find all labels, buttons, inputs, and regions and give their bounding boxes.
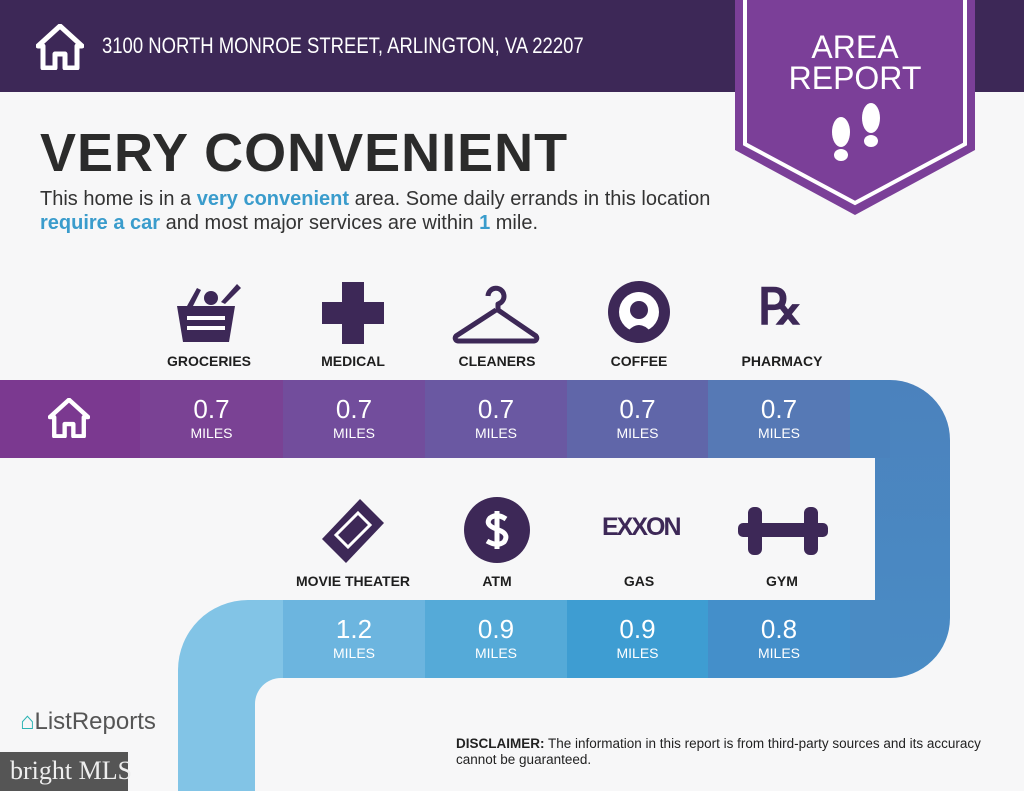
t: mile.	[490, 212, 539, 234]
value: 0.9	[477, 614, 515, 644]
distance-groceries: 0.7 MILES	[140, 380, 283, 458]
summary-text: This home is in a very convenient area. …	[40, 187, 740, 235]
label-groceries: GROCERIES	[166, 353, 251, 369]
listreports-logo: ⌂ListReports	[20, 708, 156, 735]
unit: MILES	[757, 425, 800, 441]
medical-cross-icon	[322, 282, 384, 344]
value: 0.9	[619, 614, 656, 644]
value: 0.7	[477, 394, 515, 424]
label-atm: ATM	[482, 573, 512, 589]
highlight: require a car	[40, 212, 161, 234]
distance-coffee: 0.7 MILES	[567, 380, 708, 458]
distance-gym: 0.8 MILES	[708, 600, 850, 678]
home-cell	[0, 380, 140, 458]
path-fill	[850, 600, 890, 678]
label-medical: MEDICAL	[321, 353, 385, 369]
unit: MILES	[332, 645, 375, 661]
disclaimer-text: The information in this report is from t…	[456, 736, 981, 767]
t: and most major services are within	[160, 212, 480, 234]
badge-text: AREA REPORT	[735, 29, 975, 96]
path-fill	[255, 600, 285, 678]
label-gym: GYM	[766, 573, 798, 589]
dumbbell-icon	[738, 507, 828, 555]
starbucks-logo-icon	[608, 281, 670, 343]
value: 0.8	[760, 614, 798, 644]
label-movie-theater: MOVIE THEATER	[295, 573, 411, 589]
hanger-icon	[452, 285, 540, 344]
unit: MILES	[616, 645, 659, 661]
unit: MILES	[474, 645, 517, 661]
distance-atm: 0.9 MILES	[425, 600, 567, 678]
exxon-logo-icon: EXXON	[602, 513, 682, 541]
value: 0.7	[619, 394, 656, 424]
unit: MILES	[332, 425, 375, 441]
distance-cleaners: 0.7 MILES	[425, 380, 567, 458]
highlight: very convenient	[196, 188, 350, 210]
home-icon	[48, 398, 90, 438]
badge-line1: AREA	[811, 29, 899, 65]
dollar-icon	[464, 497, 530, 563]
ticket-icon	[322, 499, 384, 563]
value: 0.7	[193, 394, 230, 424]
path-fill	[850, 380, 890, 458]
badge-line2: REPORT	[788, 60, 922, 96]
distance-pharmacy: 0.7 MILES	[708, 380, 850, 458]
inner-space	[0, 458, 875, 600]
disclaimer-label: DISCLAIMER:	[456, 736, 545, 751]
distance-gas: 0.9 MILES	[567, 600, 708, 678]
distance-medical: 0.7 MILES	[283, 380, 425, 458]
page-title: VERY CONVENIENT	[40, 123, 569, 183]
rx-icon: ℞	[758, 279, 803, 335]
highlight: 1	[479, 212, 491, 234]
brand-text: ListReports	[34, 708, 156, 735]
property-address: 3100 NORTH MONROE STREET, ARLINGTON, VA …	[102, 33, 584, 58]
basket-icon	[177, 284, 241, 342]
disclaimer: DISCLAIMER: The information in this repo…	[456, 736, 996, 768]
t: This home is in a	[40, 188, 197, 210]
unit: MILES	[757, 645, 800, 661]
label-pharmacy: PHARMACY	[741, 353, 823, 369]
value: 1.2	[335, 614, 373, 644]
label-gas: GAS	[623, 573, 655, 589]
watermark-text: bright MLS	[10, 756, 133, 785]
label-coffee: COFFEE	[610, 353, 668, 369]
distance-movie-theater: 1.2 MILES	[283, 600, 425, 678]
bright-mls-watermark: bright MLS	[0, 752, 132, 791]
house-icon	[36, 24, 84, 70]
unit: MILES	[616, 425, 659, 441]
unit: MILES	[190, 425, 233, 441]
area-report-badge	[735, 0, 975, 215]
value: 0.7	[335, 394, 373, 424]
value: 0.7	[760, 394, 798, 424]
t: area. Some daily errands in this locatio…	[349, 188, 711, 210]
label-cleaners: CLEANERS	[458, 353, 536, 369]
inner-space-bottom	[255, 678, 1024, 791]
footprints-icon	[832, 103, 880, 161]
unit: MILES	[474, 425, 517, 441]
